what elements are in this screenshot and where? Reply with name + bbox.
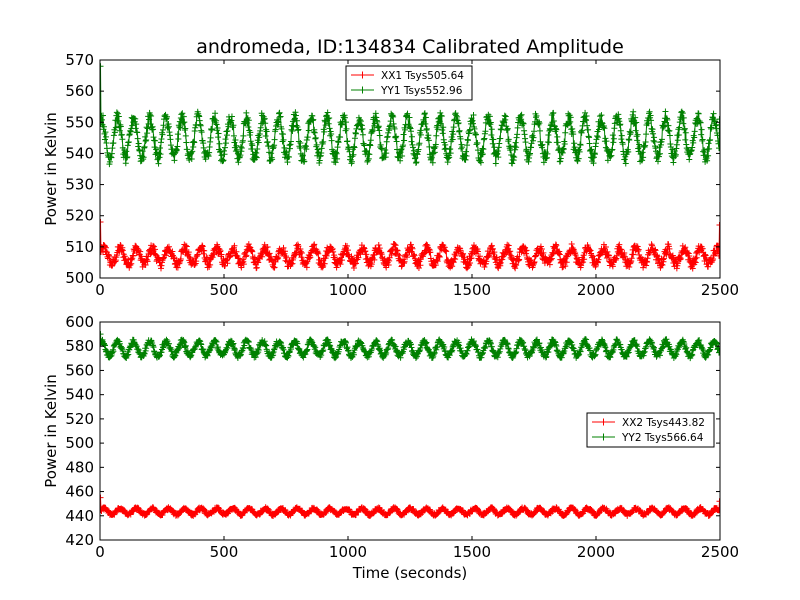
series-xx2 (100, 494, 720, 520)
y-tick-label: 600 (65, 313, 94, 331)
y-axis-label: Power in Kelvin (42, 112, 60, 226)
series-yy2 (100, 331, 720, 362)
x-tick-label: 2000 (577, 543, 615, 561)
legend-box (345, 65, 473, 101)
bottom-panel: 0 500 1000 1500 2000 2500 420 440 460 480 500 520 54… (42, 313, 739, 561)
x-tick-label: 0 (95, 543, 105, 561)
legend-marker (359, 86, 366, 94)
x-tick-label: 1000 (329, 281, 367, 299)
y-tick-label: 520 (65, 410, 94, 428)
legend: XX1 Tsys505.64 YY1 Tsys552.96 (345, 65, 473, 101)
series-markers (100, 494, 720, 520)
series-xx1 (100, 218, 720, 272)
x-tick-label: 0 (95, 281, 105, 299)
x-tick-label: 1500 (453, 281, 491, 299)
series-markers (100, 331, 720, 362)
y-tick-label: 560 (65, 361, 94, 379)
x-axis-label: Time (seconds) (352, 564, 468, 582)
y-tick-label: 440 (65, 507, 94, 525)
plot-frame (99, 321, 721, 541)
chart-title: andromeda, ID:134834 Calibrated Amplitud… (196, 36, 624, 58)
y-tick-label: 540 (65, 144, 94, 162)
y-tick-label: 570 (65, 51, 94, 69)
y-tick-label: 580 (65, 337, 94, 355)
y-tick-label: 460 (65, 483, 94, 501)
legend-label: YY1 Tsys552.96 (380, 85, 463, 97)
x-tick-label: 2500 (701, 281, 739, 299)
legend-entry: YY2 Tsys566.64 (592, 432, 704, 444)
x-tick-label: 1500 (453, 543, 491, 561)
x-tick-label: 500 (210, 543, 239, 561)
series-markers (100, 218, 720, 272)
legend-entry: YY1 Tsys552.96 (351, 85, 463, 97)
legend-marker (600, 418, 607, 426)
legend-marker (600, 433, 607, 441)
series-markers (100, 63, 720, 168)
legend-label: XX1 Tsys505.64 (381, 70, 464, 82)
legend-box (586, 412, 715, 448)
top-panel: 0 500 1000 1500 2000 250050051052053054055056… (42, 51, 739, 299)
legend-entry: XX1 Tsys505.64 (351, 70, 464, 82)
series-yy1 (100, 63, 720, 168)
x-tick-label: 500 (210, 281, 239, 299)
legend-label: YY2 Tsys566.64 (621, 432, 704, 444)
y-tick-label: 510 (65, 238, 94, 256)
y-tick-label: 420 (65, 531, 94, 549)
x-tick-label: 2500 (701, 543, 739, 561)
y-tick-label: 530 (65, 176, 94, 194)
y-tick-label: 540 (65, 386, 94, 404)
legend: XX2 Tsys443.82 YY2 Tsys566.64 (586, 412, 715, 448)
legend-entry: XX2 Tsys443.82 (592, 417, 705, 429)
legend-label: XX2 Tsys443.82 (622, 417, 705, 429)
plot-frame (99, 59, 721, 279)
y-tick-label: 550 (65, 113, 94, 131)
y-tick-label: 520 (65, 207, 94, 225)
legend-marker (359, 71, 366, 79)
y-tick-label: 560 (65, 82, 94, 100)
y-axis-label: Power in Kelvin (42, 374, 60, 488)
x-tick-label: 2000 (577, 281, 615, 299)
y-tick-label: 500 (65, 434, 94, 452)
y-tick-label: 480 (65, 458, 94, 476)
y-tick-label: 500 (65, 269, 94, 287)
x-tick-label: 1000 (329, 543, 367, 561)
